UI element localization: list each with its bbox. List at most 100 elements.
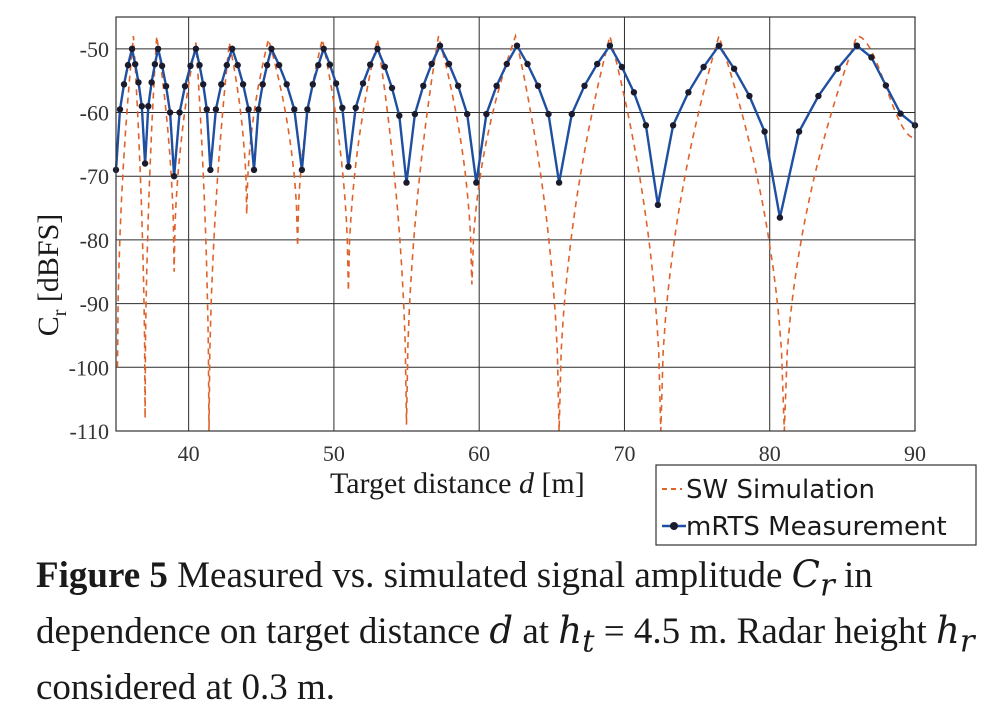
measurement-point — [170, 173, 178, 180]
measurement-point — [436, 42, 444, 49]
y-tick-label: -80 — [80, 228, 109, 253]
measurement-point — [454, 82, 462, 90]
measurement-point — [218, 81, 225, 88]
x-axis-label: Target distance d [m] — [330, 467, 585, 500]
measurement-point — [483, 110, 490, 118]
x-tick-label: 50 — [323, 441, 345, 466]
x-tick-label: 80 — [759, 441, 781, 466]
measurement-point — [464, 110, 471, 118]
measurement-point — [326, 61, 334, 68]
measurement-point — [223, 61, 230, 69]
measurement-point — [630, 89, 638, 96]
measurement-point — [853, 42, 861, 49]
measurement-point — [332, 80, 340, 87]
measurement-point — [685, 89, 692, 96]
ticks: 40 50 60 70 80 90 -50 -60 -70 -80 -90 -100 -110 — [69, 37, 926, 466]
measurement-point — [345, 163, 352, 170]
measurement-point — [187, 62, 194, 70]
measurement-point — [555, 179, 563, 186]
measurement-point — [795, 128, 803, 135]
x-tick-label: 90 — [904, 441, 926, 466]
measurement-point — [315, 61, 322, 69]
measurement-point — [116, 106, 124, 113]
caption-label: Figure 5 — [36, 555, 168, 596]
measurement-point — [309, 81, 316, 88]
figure-caption: Figure 5 Measured vs. simulated signal a… — [36, 553, 975, 708]
legend-sim-label: SW Simulation — [686, 475, 875, 505]
measurement-point — [207, 166, 214, 174]
measurement-point — [581, 82, 588, 90]
measurement-point — [138, 103, 145, 110]
measurement-point — [283, 81, 290, 88]
measurement-point — [669, 122, 677, 129]
measurement-point — [154, 45, 162, 52]
measurement-point — [524, 60, 531, 68]
measurement-point — [715, 42, 723, 49]
measurement-point — [815, 92, 822, 100]
measurement-point — [776, 214, 784, 221]
measurement-point — [200, 81, 207, 88]
measurement-point — [493, 82, 500, 90]
measurement-point — [239, 81, 247, 88]
measurement-point — [396, 112, 403, 119]
measurement-point — [132, 60, 139, 68]
measurement-point — [594, 60, 601, 68]
y-tick-label: -50 — [80, 37, 109, 62]
measurement-point — [162, 83, 170, 90]
y-tick-label: -60 — [80, 101, 109, 126]
measurement-point — [275, 61, 283, 69]
y-axis-label: Cr [dBFS] — [32, 214, 71, 337]
measurement-point — [388, 84, 396, 92]
measurement-point — [229, 45, 236, 52]
measurement-point — [250, 166, 258, 174]
measurement-point — [320, 45, 327, 52]
measurement-point — [606, 42, 614, 49]
measurement-point — [882, 82, 890, 89]
series-layer — [112, 33, 919, 432]
measurement-point — [255, 106, 262, 113]
measurement-point — [196, 61, 203, 69]
measurement-point — [128, 45, 136, 52]
measurement-point — [234, 61, 241, 69]
y-tick-label: -70 — [80, 164, 109, 189]
measurement-point — [124, 61, 132, 69]
measurement-point — [897, 110, 904, 117]
measurement-point — [158, 62, 166, 70]
measurement-point — [513, 42, 521, 49]
measurement-point — [503, 60, 510, 68]
x-tick-label: 70 — [613, 441, 635, 466]
measurement-point — [151, 60, 159, 68]
measurement-point — [868, 54, 875, 61]
measurement-point — [730, 65, 738, 72]
measurement-point — [268, 45, 275, 52]
legend-meas-marker — [670, 522, 678, 530]
measurement-point — [135, 79, 142, 86]
measurement-point — [428, 60, 435, 68]
measurement-point — [176, 109, 183, 116]
measurement-point — [181, 83, 189, 90]
measurement-point — [411, 110, 419, 118]
measurement-point — [298, 166, 306, 174]
measurement-point — [403, 179, 410, 186]
measurement-point — [654, 201, 662, 209]
measurement-point — [568, 110, 575, 118]
measurement-point — [148, 79, 155, 86]
measurement-point — [367, 61, 374, 68]
measurement-point — [259, 81, 266, 88]
measurement-point — [192, 45, 200, 52]
measurement-point — [445, 60, 453, 68]
series-sw-simulation — [116, 33, 916, 432]
measurement-point — [203, 106, 210, 113]
x-tick-label: 40 — [178, 441, 200, 466]
plot-frame — [115, 16, 916, 432]
measurement-point — [291, 106, 298, 113]
legend: SW Simulation mRTS Measurement — [655, 464, 977, 546]
legend-meas-label: mRTS Measurement — [686, 512, 947, 542]
chart: 40 50 60 70 80 90 -50 -60 -70 -80 -90 -100 -110 Targ… — [32, 16, 977, 546]
measurement-point — [141, 160, 149, 167]
measurement-point — [166, 109, 174, 116]
measurement-point — [304, 106, 311, 113]
measurement-point — [263, 61, 271, 69]
measurement-point — [545, 110, 552, 118]
measurement-point — [834, 65, 841, 72]
